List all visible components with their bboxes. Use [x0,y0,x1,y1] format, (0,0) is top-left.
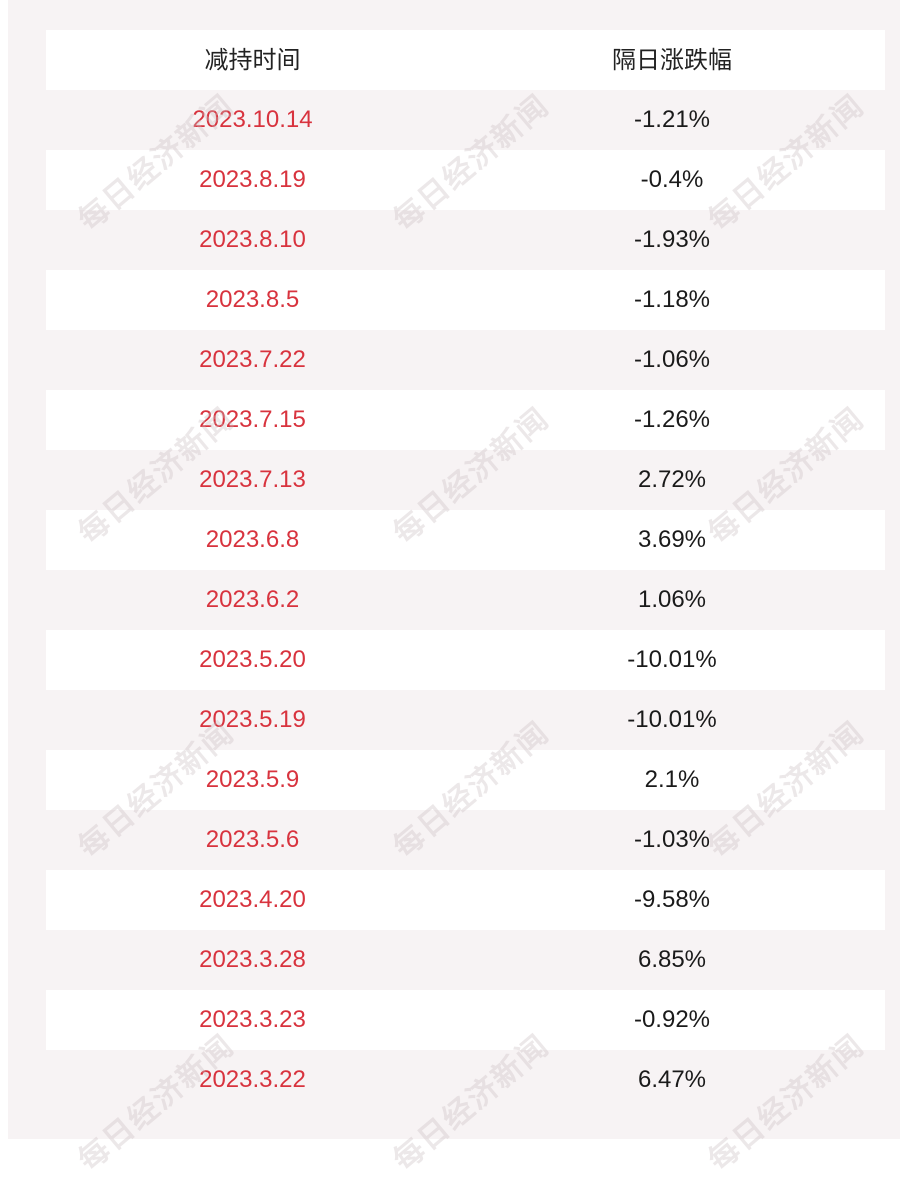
table-row: 2023.10.14 -1.21% [46,90,885,150]
table-row: 2023.6.8 3.69% [46,510,885,570]
table-row: 2023.8.19 -0.4% [46,150,885,210]
header-date: 减持时间 [204,46,301,74]
change-cell: 6.85% [637,946,707,973]
date-cell: 2023.3.28 [199,946,306,973]
date-cell: 2023.6.8 [205,526,300,553]
date-cell: 2023.5.6 [205,826,300,853]
table-row: 2023.5.9 2.1% [46,750,885,810]
date-cell: 2023.5.9 [205,766,300,793]
date-cell: 2023.8.5 [205,286,300,313]
date-cell: 2023.3.22 [199,1066,306,1093]
table-row: 2023.7.15 -1.26% [46,390,885,450]
table-row: 2023.6.2 1.06% [46,570,885,630]
change-cell: 2.1% [644,766,700,793]
change-cell: -1.06% [633,346,711,373]
date-cell: 2023.8.10 [199,226,306,253]
change-cell: -10.01% [627,646,717,673]
change-cell: -0.92% [633,1006,711,1033]
change-cell: -0.4% [640,166,704,193]
change-cell: -1.93% [633,226,711,253]
table-row: 2023.8.5 -1.18% [46,270,885,330]
change-cell: -1.03% [633,826,711,853]
change-cell: 1.06% [637,586,707,613]
table-row: 2023.5.19 -10.01% [46,690,885,750]
date-cell: 2023.7.22 [199,346,306,373]
date-cell: 2023.7.13 [199,466,306,493]
table-row: 2023.3.23 -0.92% [46,990,885,1050]
header-change: 隔日涨跌幅 [612,46,732,74]
table-row: 2023.5.6 -1.03% [46,810,885,870]
change-cell: -1.18% [633,286,711,313]
date-cell: 2023.3.23 [199,1006,306,1033]
change-cell: 3.69% [637,526,707,553]
change-cell: -1.21% [633,106,711,133]
date-cell: 2023.10.14 [192,106,313,133]
change-cell: -9.58% [633,886,711,913]
date-cell: 2023.4.20 [199,886,306,913]
table-row: 2023.8.10 -1.93% [46,210,885,270]
date-cell: 2023.7.15 [199,406,306,433]
change-cell: 2.72% [637,466,707,493]
date-cell: 2023.5.20 [199,646,306,673]
change-cell: 6.47% [637,1066,707,1093]
table-header: 减持时间 隔日涨跌幅 [46,30,885,90]
table-row: 2023.4.20 -9.58% [46,870,885,930]
reduction-table: 减持时间 隔日涨跌幅 2023.10.14 -1.21% 2023.8.19 -0.4… [46,30,885,1110]
table-row: 2023.3.28 6.85% [46,930,885,990]
table-row: 2023.7.13 2.72% [46,450,885,510]
table-row: 2023.3.22 6.47% [46,1050,885,1110]
table-row: 2023.7.22 -1.06% [46,330,885,390]
change-cell: -10.01% [627,706,717,733]
date-cell: 2023.8.19 [199,166,306,193]
change-cell: -1.26% [633,406,711,433]
table-row: 2023.5.20 -10.01% [46,630,885,690]
date-cell: 2023.5.19 [199,706,306,733]
table-panel: 减持时间 隔日涨跌幅 2023.10.14 -1.21% 2023.8.19 -0.4… [8,0,900,1139]
date-cell: 2023.6.2 [205,586,300,613]
